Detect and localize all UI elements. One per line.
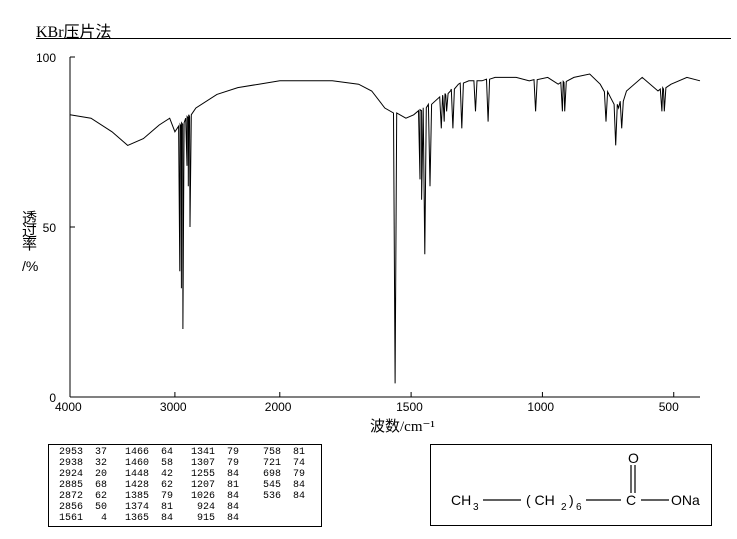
xtick-label: 1000	[527, 400, 554, 414]
peak-table: 2953 37 1466 64 1341 79 758 81 2938 32 1…	[48, 444, 322, 527]
ytick-label: 0	[26, 391, 56, 405]
svg-text:CH: CH	[451, 492, 471, 508]
xtick-label: 2000	[265, 400, 292, 414]
svg-text:6: 6	[576, 502, 582, 513]
xtick-label: 4000	[55, 400, 82, 414]
molecule-svg: CH3 ( CH 2)6 C O ONa	[431, 445, 711, 525]
title-underline	[36, 38, 731, 39]
xtick-label: 3000	[160, 400, 187, 414]
svg-text:O: O	[628, 450, 639, 466]
svg-text:( CH: ( CH	[526, 492, 555, 508]
xtick-label: 500	[659, 400, 679, 414]
spectrum-chart	[60, 52, 710, 412]
ytick-label: 50	[26, 221, 56, 235]
y-axis-label-unit: /%	[22, 258, 38, 274]
xtick-label: 1500	[396, 400, 423, 414]
molecule-structure: CH3 ( CH 2)6 C O ONa	[430, 444, 712, 526]
svg-text:ONa: ONa	[671, 492, 700, 508]
svg-text:): )	[569, 492, 574, 508]
svg-text:3: 3	[473, 502, 479, 513]
svg-text:C: C	[626, 492, 636, 508]
ytick-label: 100	[26, 51, 56, 65]
x-axis-label: 波数/cm⁻¹	[370, 415, 435, 436]
svg-text:2: 2	[561, 502, 567, 513]
